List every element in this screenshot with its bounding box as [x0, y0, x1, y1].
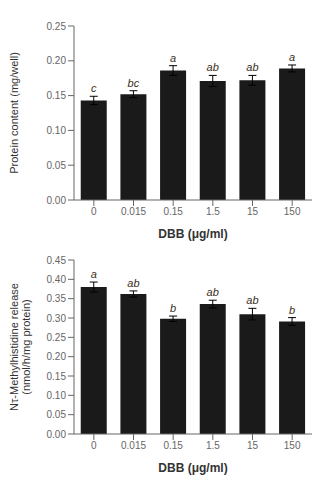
svg-text:Protein content (mg/well): Protein content (mg/well)	[8, 52, 20, 174]
svg-text:0: 0	[91, 206, 97, 217]
svg-text:Nτ-Methylhistidine release(nmo: Nτ-Methylhistidine release(nmol/h/mg pro…	[8, 283, 32, 411]
svg-text:c: c	[91, 82, 97, 94]
svg-text:0.30: 0.30	[47, 313, 67, 324]
svg-text:DBB (μg/ml): DBB (μg/ml)	[158, 227, 227, 241]
svg-text:0.10: 0.10	[47, 125, 67, 136]
svg-text:15: 15	[247, 440, 259, 451]
svg-text:ab: ab	[246, 294, 258, 306]
svg-text:0.05: 0.05	[47, 409, 67, 420]
svg-text:0.35: 0.35	[47, 293, 67, 304]
svg-text:0.00: 0.00	[47, 429, 67, 440]
svg-text:0.40: 0.40	[47, 274, 67, 285]
svg-text:b: b	[170, 302, 176, 314]
svg-text:0.20: 0.20	[47, 351, 67, 362]
svg-text:a: a	[91, 268, 97, 280]
svg-text:0.15: 0.15	[47, 90, 67, 101]
svg-text:DBB (μg/ml): DBB (μg/ml)	[158, 461, 227, 475]
svg-text:150: 150	[284, 440, 301, 451]
svg-text:0.45: 0.45	[47, 255, 67, 266]
svg-text:0.015: 0.015	[121, 440, 146, 451]
svg-text:0.015: 0.015	[121, 206, 146, 217]
svg-text:0: 0	[91, 440, 97, 451]
svg-text:0.20: 0.20	[47, 55, 67, 66]
svg-text:0.25: 0.25	[47, 21, 67, 32]
svg-text:0.15: 0.15	[163, 440, 183, 451]
svg-text:a: a	[289, 51, 295, 63]
svg-text:1.5: 1.5	[206, 206, 220, 217]
svg-text:b: b	[289, 304, 295, 316]
svg-text:0.05: 0.05	[47, 160, 67, 171]
svg-text:ab: ab	[246, 61, 258, 73]
svg-text:a: a	[170, 52, 176, 64]
svg-text:0.10: 0.10	[47, 390, 67, 401]
svg-text:15: 15	[247, 206, 259, 217]
svg-text:0.00: 0.00	[47, 195, 67, 206]
svg-text:ab: ab	[207, 61, 219, 73]
svg-text:0.15: 0.15	[163, 206, 183, 217]
svg-text:150: 150	[284, 206, 301, 217]
svg-text:ab: ab	[127, 277, 139, 289]
svg-text:bc: bc	[128, 77, 140, 89]
svg-text:0.25: 0.25	[47, 332, 67, 343]
svg-text:ab: ab	[207, 286, 219, 298]
svg-text:0.15: 0.15	[47, 371, 67, 382]
svg-text:1.5: 1.5	[206, 440, 220, 451]
